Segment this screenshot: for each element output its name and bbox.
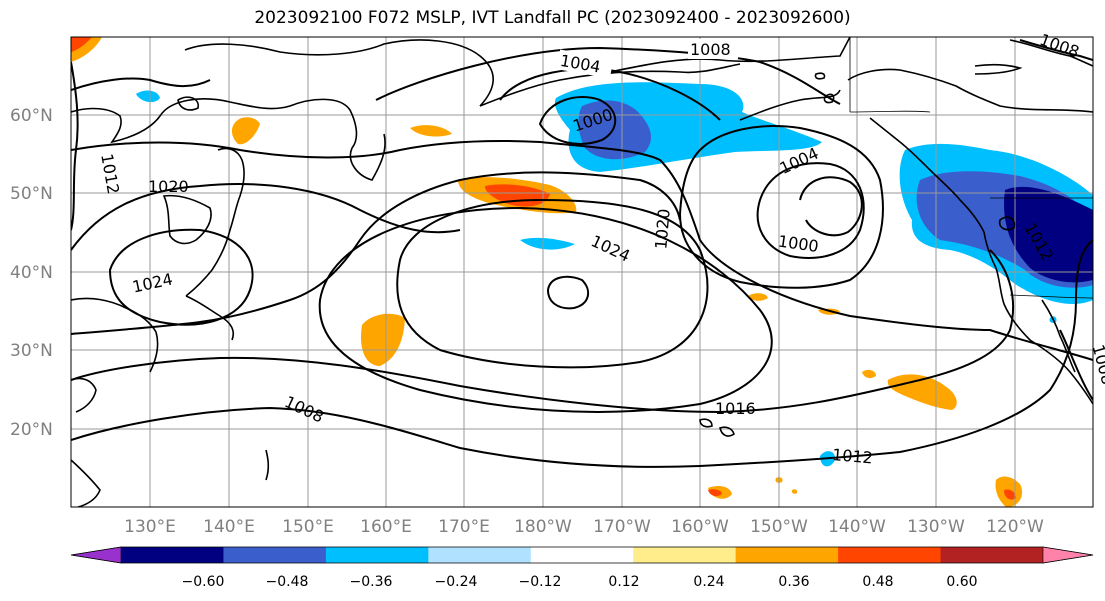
lat-label: 30°N — [10, 341, 53, 361]
isobar-label: 1016 — [715, 399, 756, 418]
colorbar-tick-label: −0.24 — [435, 574, 478, 590]
isobar-label: 1008 — [690, 40, 731, 59]
lat-label: 40°N — [10, 263, 53, 283]
lon-label: 170°W — [593, 517, 651, 537]
lat-label: 20°N — [10, 420, 53, 440]
lon-label: 160°W — [671, 517, 729, 537]
isobar-label: 1012 — [831, 445, 873, 467]
colorbar-tick-label: −0.60 — [182, 574, 225, 590]
lat-label: 60°N — [10, 106, 53, 126]
colorbar — [70, 546, 1094, 564]
map-frame — [70, 36, 1094, 508]
ivt-positive-shading — [71, 37, 1023, 507]
lon-label: 140°E — [203, 517, 255, 537]
isobar-label: 1020 — [148, 177, 189, 196]
colorbar-tick-label: −0.48 — [266, 574, 309, 590]
colorbar-segment-arrow-low — [70, 546, 122, 564]
colorbar-segment — [633, 547, 737, 563]
isobar-label: 1020 — [651, 208, 673, 250]
colorbar-outline — [70, 546, 1094, 564]
colorbar-tick-label: −0.36 — [350, 574, 393, 590]
lon-label: 130°W — [907, 517, 965, 537]
latitude-labels: 60°N 50°N 40°N 30°N 20°N — [10, 106, 53, 440]
lon-label: 150°E — [282, 517, 334, 537]
lon-label: 130°E — [124, 517, 176, 537]
coastlines — [71, 37, 1093, 507]
lon-label: 180°W — [514, 517, 572, 537]
lon-label: 120°W — [986, 517, 1044, 537]
borders — [849, 37, 1093, 299]
colorbar-tick-label: 0.36 — [778, 574, 809, 590]
longitude-labels: 130°E 140°E 150°E 160°E 170°E 180°W 170°… — [124, 517, 1044, 537]
colorbar-segment — [940, 547, 1044, 563]
colorbar-tick-label: 0.12 — [608, 574, 639, 590]
lat-label: 50°N — [10, 184, 53, 204]
colorbar-tick-label: 0.48 — [862, 574, 893, 590]
colorbar-tick-label: 0.60 — [946, 574, 977, 590]
lon-label: 160°E — [360, 517, 412, 537]
colorbar-tick-label: −0.12 — [519, 574, 562, 590]
colorbar-labels: −0.60 −0.48 −0.36 −0.24 −0.12 0.12 0.24 … — [182, 574, 978, 590]
lon-label: 170°E — [438, 517, 490, 537]
colorbar-segment — [428, 547, 532, 563]
colorbar-tick-label: 0.24 — [693, 574, 724, 590]
colorbar-segment — [838, 547, 942, 563]
lon-label: 140°W — [828, 517, 886, 537]
colorbar-segment — [121, 547, 224, 563]
colorbar-segment — [735, 547, 839, 563]
colorbar-segment — [325, 547, 429, 563]
map-title: 2023092100 F072 MSLP, IVT Landfall PC (2… — [254, 8, 851, 28]
colorbar-segment-arrow-high — [1042, 546, 1094, 564]
lon-label: 150°W — [750, 517, 808, 537]
isobars — [71, 39, 1093, 468]
colorbar-segment — [223, 547, 327, 563]
colorbar-segment — [530, 547, 634, 563]
